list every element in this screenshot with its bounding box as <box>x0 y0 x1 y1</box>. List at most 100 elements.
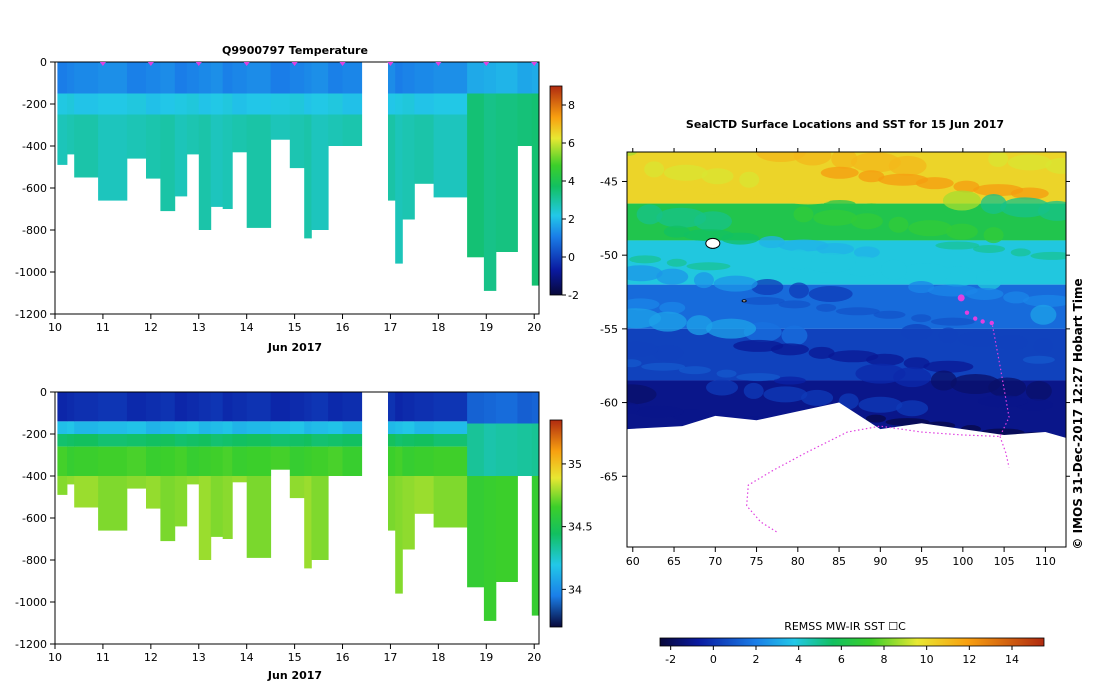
profile-cell <box>311 93 329 115</box>
profile-cell <box>342 446 363 476</box>
temperature-profiles <box>57 62 540 291</box>
copyright-stamp: © IMOS 31-Dec-2017 12:27 Hobart Time <box>1071 278 1085 549</box>
y-tick-label: -800 <box>22 554 47 567</box>
lon-tick-label: 80 <box>791 555 805 568</box>
sst-patch <box>888 216 909 233</box>
profile-cell <box>304 93 312 115</box>
sst-patch <box>1022 355 1055 364</box>
x-tick-label: 10 <box>48 321 62 334</box>
profile-cell <box>433 93 468 115</box>
profile-cell <box>160 114 176 212</box>
profile-cell <box>126 476 147 489</box>
profile-cell <box>311 114 329 230</box>
island <box>741 299 747 303</box>
profile-cell <box>57 114 68 165</box>
profile-cell <box>289 434 305 447</box>
profile-cell <box>328 421 343 434</box>
profile-cell <box>246 434 272 447</box>
profile-cell <box>57 93 68 115</box>
sst-patch <box>706 379 739 396</box>
surface-location <box>964 310 970 315</box>
seal-track <box>746 321 1010 533</box>
profile-cell <box>388 434 396 447</box>
salinity-colorbar-ticks: 34 34.5 35 <box>562 458 593 596</box>
sst-patch <box>641 362 686 371</box>
sst-patch <box>786 196 831 205</box>
profile-cell <box>402 446 415 476</box>
profile-cell <box>67 446 75 476</box>
lon-tick-label: 65 <box>667 555 681 568</box>
profile-cell <box>433 114 468 198</box>
profile-cell <box>304 421 312 434</box>
sst-colorbar-label: REMSS MW-IR SST ☐C <box>784 620 906 633</box>
profile-cell <box>146 476 161 509</box>
lat-tick-label: -60 <box>600 397 618 410</box>
map-frame <box>626 151 1067 548</box>
antarctic-ice-land <box>627 402 1066 547</box>
sst-patch <box>900 263 951 284</box>
profile-cell <box>246 476 272 558</box>
x-tick-label: 10 <box>48 651 62 664</box>
sst-patch <box>935 241 980 250</box>
sst-colorbar-tick-label: -2 <box>665 653 676 666</box>
profile-cell <box>531 62 540 94</box>
profile-cell <box>289 476 305 499</box>
profile-cell <box>186 93 200 115</box>
profile-cell <box>98 93 128 115</box>
profile-cell <box>57 446 68 476</box>
sst-patch <box>861 203 882 212</box>
map-longitude-ticks: 60 65 70 75 80 85 90 95 100 105 110 <box>626 148 1056 568</box>
sst-patch <box>651 344 684 361</box>
profile-cell <box>186 421 200 434</box>
profile-cell <box>342 93 363 115</box>
profile-cell <box>57 62 68 94</box>
profile-cell <box>210 476 224 537</box>
profile-cell <box>433 476 468 528</box>
profile-cell <box>126 392 147 422</box>
sst-patch <box>1007 154 1052 171</box>
profile-cell <box>57 434 68 447</box>
profile-cell <box>495 423 518 476</box>
profile-cell <box>146 434 161 447</box>
sst-patch <box>823 199 856 208</box>
sst-patch <box>953 180 980 193</box>
profile-marker <box>99 62 106 66</box>
sst-patch <box>878 173 929 186</box>
sst-patch <box>976 270 1003 291</box>
sst-patch <box>995 334 1028 351</box>
y-tick-label: -600 <box>22 182 47 195</box>
sst-patch <box>820 166 859 179</box>
profile-cell <box>342 434 363 447</box>
profile-cell <box>433 62 468 94</box>
profile-cell <box>146 392 161 422</box>
profile-cell <box>174 62 188 94</box>
sst-patch <box>627 298 660 311</box>
profile-cell <box>433 446 468 476</box>
profile-cell <box>289 446 305 476</box>
profile-cell <box>342 114 363 146</box>
sst-patch <box>728 189 761 198</box>
profile-marker <box>531 62 538 66</box>
sst-patch <box>855 363 906 384</box>
sst-patch <box>781 325 808 346</box>
sst-patch <box>853 246 880 259</box>
profile-cell <box>232 392 248 422</box>
x-tick-label: 19 <box>479 321 493 334</box>
sst-patch <box>831 152 858 169</box>
profile-cell <box>98 476 128 531</box>
salinity-xlabel: Jun 2017 <box>267 669 322 682</box>
salinity-section-panel: 10 11 12 13 14 15 16 17 18 19 20 0 -200 -400 -600 -800… <box>15 386 592 682</box>
sst-patch <box>627 359 642 368</box>
sst-patch <box>950 374 1001 395</box>
profile-cell <box>467 423 485 476</box>
y-tick-label: -600 <box>22 512 47 525</box>
lon-tick-label: 90 <box>873 555 887 568</box>
profile-cell <box>232 476 248 483</box>
sst-patch <box>988 152 1009 167</box>
sst-patch <box>835 307 880 316</box>
sst-patch <box>627 308 662 329</box>
profile-cell <box>304 62 312 94</box>
profile-cell <box>146 93 161 115</box>
profile-cell <box>232 421 248 434</box>
